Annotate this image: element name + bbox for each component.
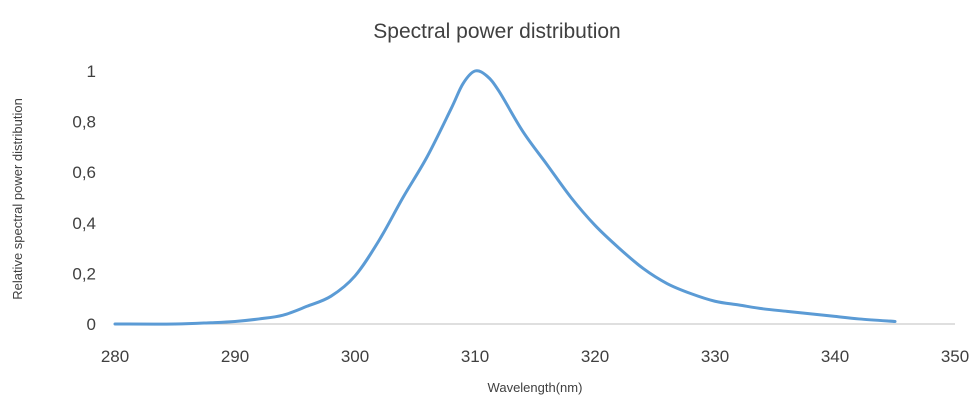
x-tick-label: 340 (821, 347, 849, 366)
x-tick-label: 320 (581, 347, 609, 366)
y-tick-label: 0,4 (72, 214, 96, 233)
y-tick-label: 0,6 (72, 163, 96, 182)
y-tick-label: 0,8 (72, 113, 96, 132)
x-tick-label: 350 (941, 347, 969, 366)
x-tick-label: 300 (341, 347, 369, 366)
y-tick-label: 1 (87, 62, 96, 81)
x-tick-label: 290 (221, 347, 249, 366)
y-tick-label: 0 (87, 315, 96, 334)
x-tick-labels: 280 290 300 310 320 330 340 350 (101, 347, 969, 366)
x-tick-label: 280 (101, 347, 129, 366)
y-axis-title: Relative spectral power distribution (10, 98, 25, 300)
chart-title: Spectral power distribution (373, 20, 620, 43)
x-tick-label: 330 (701, 347, 729, 366)
x-tick-label: 310 (461, 347, 489, 366)
series-line (113, 69, 897, 326)
x-axis-title: Wavelength(nm) (488, 380, 583, 395)
y-tick-label: 0,2 (72, 264, 96, 283)
y-tick-labels: 0 0,2 0,4 0,6 0,8 1 (72, 62, 96, 334)
